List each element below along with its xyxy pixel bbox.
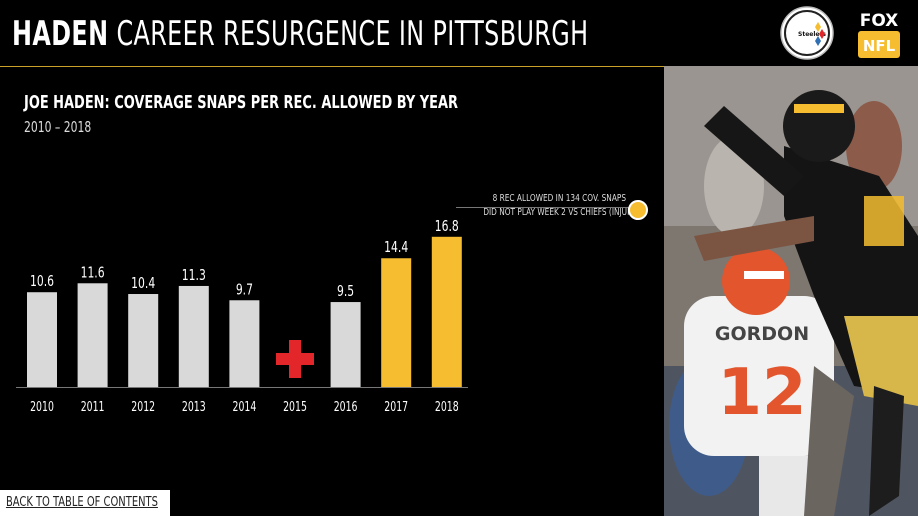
header-divider [0, 66, 664, 67]
bar-2016 [330, 302, 361, 387]
data-label-2011: 11.6 [81, 264, 105, 282]
page-title: HADEN CAREER RESURGENCE IN PITTSBURGH [12, 14, 588, 54]
x-tick-label-2015: 2015 [283, 399, 307, 414]
page-title-rest: CAREER RESURGENCE IN PITTSBURGH [116, 14, 589, 54]
bar-2010 [27, 292, 57, 387]
player-photo: GORDON 12 [664, 66, 918, 516]
annotation-line-1: 8 REC ALLOWED IN 134 COV. SNAPS [492, 193, 626, 204]
steelers-logo-text: Steelers [798, 31, 826, 38]
chart-annotation: 8 REC ALLOWED IN 134 COV. SNAPS DID NOT … [452, 192, 640, 220]
chart-title: JOE HADEN: COVERAGE SNAPS PER REC. ALLOW… [24, 92, 458, 113]
bar-2017 [381, 258, 412, 387]
x-tick-label-2013: 2013 [182, 399, 206, 414]
back-link-label: BACK TO TABLE OF CONTENTS [5, 495, 158, 510]
x-tick-label-2011: 2011 [81, 399, 105, 414]
missing-season-marker [289, 340, 301, 378]
data-label-2017: 14.4 [384, 239, 408, 257]
annotation-line-2: DID NOT PLAY WEEK 2 VS CHIEFS (INJURY) [483, 207, 640, 218]
x-tick-label-2017: 2017 [384, 399, 408, 414]
x-tick-label-2012: 2012 [131, 399, 155, 414]
header: HADEN CAREER RESURGENCE IN PITTSBURGH St… [0, 0, 918, 66]
bar-2014 [229, 300, 260, 387]
chart-subtitle: 2010 – 2018 [24, 118, 92, 136]
bar-chart: 10.6 2010 11.6 2011 10.4 2012 11.3 2013 9.7 2014 2… [16, 218, 468, 414]
photo-jersey-number: 12 [717, 356, 806, 430]
data-label-2014: 9.7 [236, 281, 253, 299]
photo-jersey-name: GORDON [715, 323, 809, 345]
data-label-2010: 10.6 [30, 273, 54, 291]
nfl-logo-text: NFL [863, 37, 896, 55]
annotation-dot [628, 200, 648, 220]
fox-nfl-logo: FOX NFL [858, 11, 900, 58]
x-tick-label-2018: 2018 [435, 399, 459, 414]
data-label-2013: 11.3 [182, 267, 206, 285]
bar-2018 [431, 236, 462, 387]
x-tick-label-2014: 2014 [233, 399, 257, 414]
fox-logo-text: FOX [860, 11, 899, 31]
x-tick-label-2016: 2016 [334, 399, 358, 414]
bar-2011 [77, 283, 108, 387]
page-title-strong: HADEN [12, 14, 109, 54]
data-label-2016: 9.5 [337, 283, 354, 301]
steelers-logo: Steelers [780, 6, 834, 60]
x-tick-label-2010: 2010 [30, 399, 54, 414]
back-to-contents-link[interactable]: BACK TO TABLE OF CONTENTS [0, 490, 170, 516]
bar-2012 [128, 294, 159, 387]
data-label-2012: 10.4 [131, 275, 155, 293]
annotation-divider [456, 207, 630, 208]
bar-2013 [178, 285, 209, 387]
data-label-2018: 16.8 [435, 218, 459, 236]
